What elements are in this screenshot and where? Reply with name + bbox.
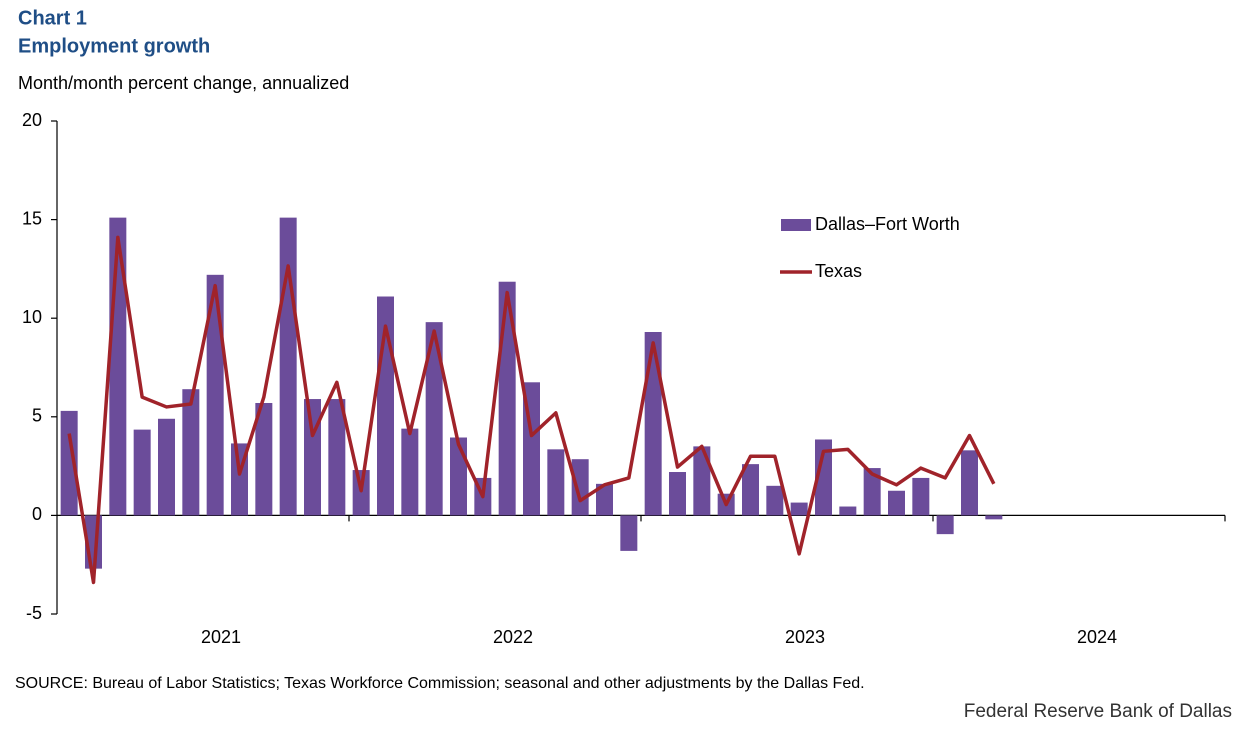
bar (985, 515, 1003, 520)
bar (450, 437, 467, 516)
bar (912, 477, 930, 516)
bar (790, 502, 808, 516)
bar (352, 470, 370, 516)
bar (255, 402, 273, 516)
bar (328, 399, 346, 516)
y-tick-label: 20 (22, 110, 42, 130)
bar (133, 429, 151, 516)
bar (815, 439, 832, 516)
bar (596, 483, 613, 516)
bar (669, 472, 686, 516)
bar (182, 389, 200, 516)
bar (425, 322, 443, 516)
line (67, 235, 996, 585)
bar (839, 506, 857, 516)
y-tick-label: -5 (26, 603, 42, 623)
bar (498, 281, 516, 516)
legend-label: Texas (815, 261, 862, 281)
bar (693, 446, 711, 516)
legend-swatch (781, 219, 811, 231)
x-tick-label: 2024 (1077, 627, 1117, 647)
y-tick-label: 5 (32, 406, 42, 426)
bar (888, 490, 905, 516)
legend-label: Dallas–Fort Worth (815, 214, 960, 234)
bar (644, 332, 662, 516)
bar (766, 485, 784, 516)
bar (279, 217, 297, 516)
x-tick-label: 2021 (201, 627, 241, 647)
bar (547, 449, 565, 516)
bar (863, 468, 881, 516)
y-tick-label: 0 (32, 504, 42, 524)
bar (571, 459, 589, 516)
y-tick-label: 10 (22, 307, 42, 327)
bar (620, 515, 638, 551)
bar (936, 515, 954, 535)
y-tick-label: 15 (22, 208, 42, 228)
x-tick-label: 2023 (785, 627, 825, 647)
source-note: SOURCE: Bureau of Labor Statistics; Texa… (15, 675, 865, 692)
y-axis-label: Month/month percent change, annualized (18, 73, 349, 93)
bar (60, 410, 78, 516)
chart-subtitle: Employment growth (18, 35, 210, 57)
bar (961, 450, 978, 516)
credit: Federal Reserve Bank of Dallas (964, 701, 1232, 722)
bar (206, 274, 224, 516)
bar (158, 418, 175, 516)
bar (401, 428, 419, 516)
bar (109, 217, 127, 516)
chart-title: Chart 1 (18, 7, 87, 29)
x-tick-label: 2022 (493, 627, 533, 647)
bar (742, 464, 759, 516)
bar (304, 399, 321, 516)
